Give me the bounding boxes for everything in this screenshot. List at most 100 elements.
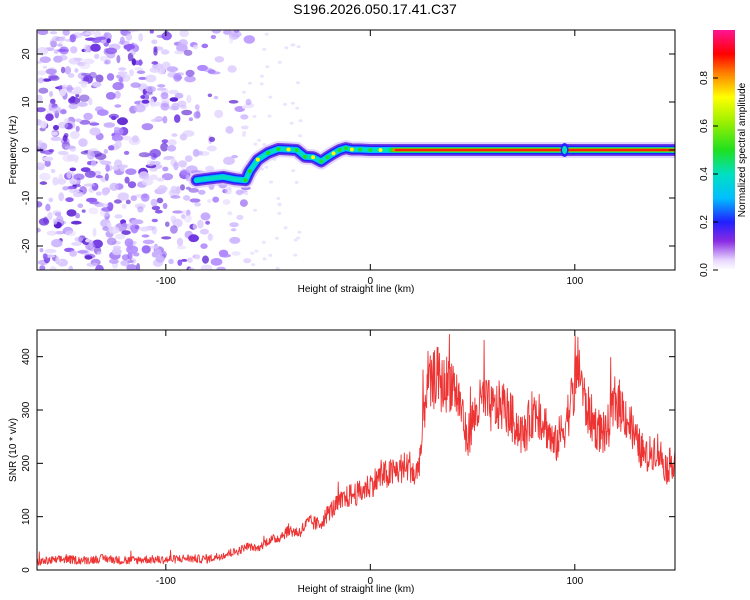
noise-blob xyxy=(78,62,91,70)
noise-blob xyxy=(141,99,150,104)
noise-blob xyxy=(264,32,269,36)
noise-blob xyxy=(211,30,222,34)
noise-blob xyxy=(208,71,221,75)
noise-blob xyxy=(49,91,53,97)
noise-blob xyxy=(95,175,103,179)
noise-blob xyxy=(89,127,101,136)
noise-blob xyxy=(261,240,266,244)
noise-blob xyxy=(297,230,302,234)
noise-blob xyxy=(239,199,248,207)
noise-blob xyxy=(136,70,146,74)
noise-blob xyxy=(105,47,117,55)
noise-blob xyxy=(95,74,104,83)
noise-blob xyxy=(233,30,240,33)
noise-blob xyxy=(105,92,116,100)
noise-blob xyxy=(74,68,79,73)
noise-blob xyxy=(183,195,191,201)
noise-blob xyxy=(52,176,59,186)
noise-blob xyxy=(174,114,181,123)
noise-blob xyxy=(138,171,149,180)
noise-blob xyxy=(64,231,71,236)
noise-blob xyxy=(157,185,168,194)
noise-blob xyxy=(74,236,84,242)
signal-speck xyxy=(255,157,260,162)
noise-blob xyxy=(274,236,279,240)
noise-blob xyxy=(150,101,156,108)
noise-blob xyxy=(183,214,192,223)
noise-blob xyxy=(284,46,289,50)
noise-blob xyxy=(198,189,206,195)
noise-blob xyxy=(166,66,179,73)
noise-blob xyxy=(180,184,185,191)
noise-blob xyxy=(54,231,66,235)
noise-blob xyxy=(194,202,201,207)
noise-blob xyxy=(168,105,178,111)
noise-blob xyxy=(83,112,93,120)
noise-blob xyxy=(69,91,81,95)
noise-blob xyxy=(229,36,234,44)
noise-blob xyxy=(293,253,298,257)
noise-blob xyxy=(156,197,164,204)
noise-blob xyxy=(70,220,82,225)
noise-blob xyxy=(105,164,110,172)
noise-blob xyxy=(39,181,48,185)
noise-blob xyxy=(125,199,131,205)
noise-blob xyxy=(162,202,168,210)
noise-blob xyxy=(243,35,255,44)
noise-blob xyxy=(212,196,220,203)
noise-blob xyxy=(227,65,237,73)
noise-blob xyxy=(129,69,135,77)
signal-speck xyxy=(388,148,393,152)
noise-blob xyxy=(134,203,146,209)
noise-blob xyxy=(253,142,258,146)
noise-blob xyxy=(49,31,58,35)
noise-blob xyxy=(127,259,134,263)
spectrogram-xtick-label: -100 xyxy=(156,276,176,287)
noise-blob xyxy=(262,47,267,51)
noise-blob xyxy=(195,254,201,260)
noise-blob xyxy=(42,65,48,69)
noise-blob xyxy=(189,198,201,203)
noise-blob xyxy=(99,55,108,62)
noise-blob xyxy=(37,60,43,64)
noise-blob xyxy=(114,91,121,99)
signal-speck xyxy=(337,148,342,152)
noise-blob xyxy=(156,177,165,182)
noise-blob xyxy=(196,150,203,156)
spectrogram-signal-track xyxy=(188,140,675,189)
noise-blob xyxy=(259,74,264,78)
noise-blob xyxy=(89,71,97,79)
spectrogram-xtick-label: 0 xyxy=(368,276,374,287)
noise-blob xyxy=(298,119,303,123)
noise-blob xyxy=(95,153,107,160)
noise-blob xyxy=(188,234,200,243)
noise-blob xyxy=(276,197,281,200)
noise-blob xyxy=(106,73,115,81)
noise-blob xyxy=(145,85,157,93)
noise-blob xyxy=(225,125,234,134)
noise-blob xyxy=(52,218,58,225)
noise-blob xyxy=(58,55,68,61)
noise-blob xyxy=(172,210,184,214)
noise-blob xyxy=(174,50,185,55)
noise-blob xyxy=(37,30,49,36)
noise-blob xyxy=(66,84,73,93)
noise-blob xyxy=(100,160,112,166)
noise-blob xyxy=(111,134,124,142)
noise-blob xyxy=(68,189,80,194)
noise-blob xyxy=(223,30,232,35)
snr-xlabel: Height of straight line (km) xyxy=(298,584,415,595)
noise-blob xyxy=(205,165,215,172)
signal-speck xyxy=(286,147,291,152)
noise-blob xyxy=(200,212,211,221)
noise-blob xyxy=(94,53,100,60)
noise-blob xyxy=(73,173,85,181)
noise-blob xyxy=(241,125,249,130)
noise-blob xyxy=(113,199,122,204)
noise-blob xyxy=(142,193,148,198)
noise-blob xyxy=(100,203,109,208)
noise-blob xyxy=(214,56,225,63)
noise-blob xyxy=(66,209,77,217)
noise-blob xyxy=(117,71,128,75)
